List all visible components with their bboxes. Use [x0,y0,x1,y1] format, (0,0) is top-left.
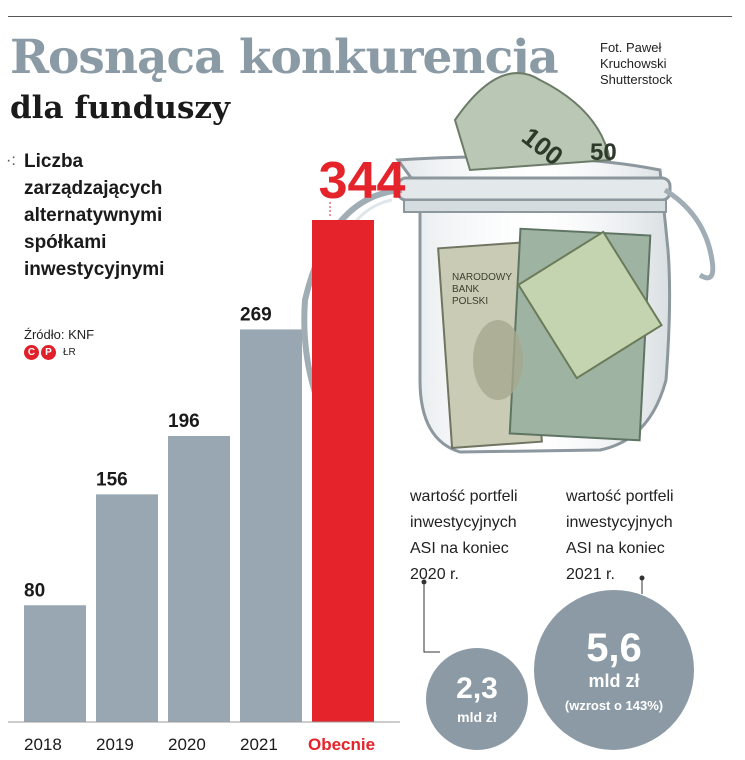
caption-line: 2021 r. [566,566,615,583]
caption-line: ASI na koniec [566,540,665,557]
bar-value-label: 269 [240,304,272,325]
jar-rim-icon [396,176,672,202]
bar-chart: 80 2018 156 2019 196 2020 269 2021 344 Obecnie [24,152,405,754]
copyright-badges: C P ŁR [24,345,76,360]
caption-line: inwestycyjnych [566,514,673,531]
leader-line-2020 [423,582,440,653]
x-tick-label: 2018 [24,735,62,754]
photo-credit-line: Fot. Paweł [600,40,662,55]
author-mark: ŁR [63,347,76,358]
jar-hinge-icon [663,187,716,281]
value-bubble-2021: 5,6 mld zł (wzrost o 143%) [534,590,694,750]
banknote-folded-icon [517,230,663,380]
banknote-top-icon [453,72,612,172]
description-line: alternatywnymi [24,205,163,226]
caption-line: 2020 r. [410,566,459,583]
bar-2018 [24,605,86,722]
value-bubble-2020: 2,3 mld zł [426,648,528,750]
leader-dot-2021 [639,575,645,581]
bar-2019 [96,494,158,722]
description-line: zarządzających [24,178,163,199]
bar-value-label: 80 [24,580,45,601]
x-tick-label: Obecnie [308,735,375,754]
bubble-note: (wzrost o 143%) [564,698,664,713]
bubble-value: 5,6 [586,626,642,670]
copyright-icon: C [24,345,39,360]
photo-credit-line: Shutterstock [600,72,673,87]
bar-value-label: 344 [319,152,406,210]
leader-dot-2020 [421,579,427,585]
bullet-dots-icon: ·: [6,152,16,169]
description-line: inwestycyjnymi [24,259,165,280]
chart-title: Rosnąca konkurencja [10,30,559,85]
bubble-unit: mld zł [457,709,497,725]
money-jar-illustration: 100 50 NARODOWY BANK POLSKI [301,72,716,454]
bubble-caption-2020: wartość portfeli inwestycyjnych ASI na k… [410,484,558,588]
x-tick-label: 2021 [240,735,278,754]
banknote-text-label: BANK [452,284,480,295]
description-line: Liczba [24,151,84,172]
chart-subtitle: dla funduszy [10,90,231,126]
source-label: Źródło: KNF [24,327,95,342]
banknote-text-label: POLSKI [452,296,488,307]
photo-credit-line: Kruchowski [600,56,667,71]
bubble-value: 2,3 [456,672,498,705]
banknote-portrait-icon [473,320,523,400]
caption-line: inwestycyjnych [410,514,517,531]
top-rule [8,16,732,17]
bar-value-label: 196 [168,411,200,432]
chart-description: Liczba zarządzających alternatywnymi spó… [24,148,164,283]
caption-line: ASI na koniec [410,540,509,557]
bar-obecnie [312,220,374,722]
bubble-caption-2021: wartość portfeli inwestycyjnych ASI na k… [566,484,716,588]
bubble-unit: mld zł [588,671,640,691]
bar-2021 [240,329,302,722]
bar-2020 [168,435,230,722]
banknote-value-label: 50 [590,139,617,166]
banknote-text-label: NARODOWY [452,272,512,283]
publisher-icon: P [41,345,56,360]
caption-line: wartość portfeli [410,488,518,505]
description-line: spółkami [24,232,107,253]
photo-credit: Fot. Paweł Kruchowski Shutterstock [600,40,672,88]
bar-value-label: 156 [96,469,128,490]
x-tick-label: 2020 [168,735,206,754]
x-tick-label: 2019 [96,735,134,754]
jar-neck-icon [403,199,667,213]
caption-line: wartość portfeli [566,488,674,505]
